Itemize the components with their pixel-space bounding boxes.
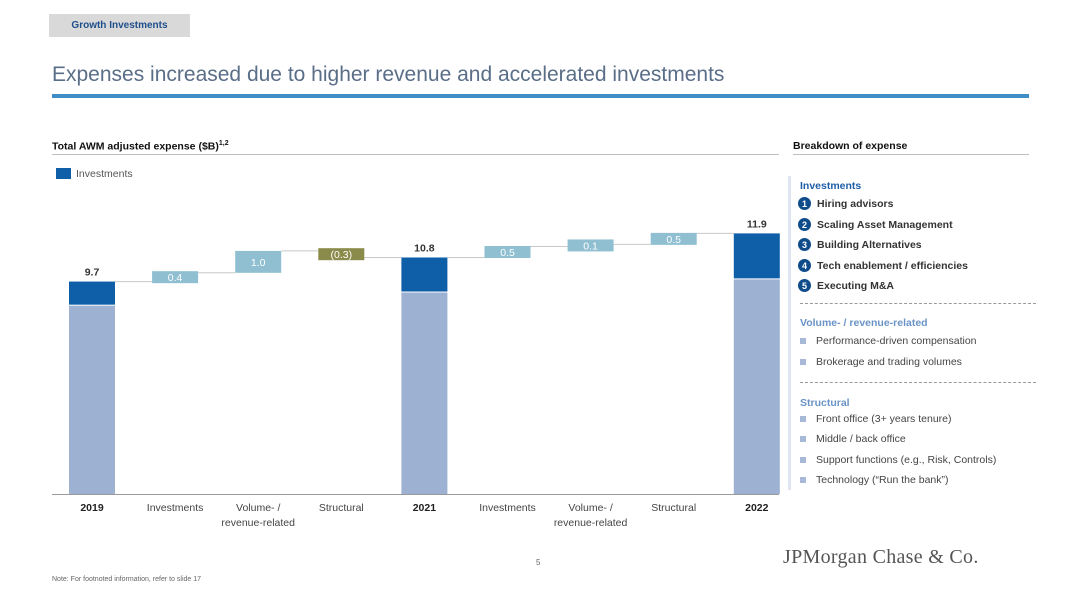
breakdown-panel: Investments 1 Hiring advisors 2 Scaling As…	[788, 176, 1038, 492]
change-value-label: 0.5	[500, 247, 515, 259]
x-tick-label: Volume- /	[568, 502, 612, 514]
structural-item-label: Technology (“Run the bank”)	[816, 474, 949, 486]
investment-item: 3 Building Alternatives	[798, 238, 922, 251]
page-number: 5	[536, 558, 541, 567]
x-tick-label: revenue-related	[554, 517, 628, 529]
bar-change	[650, 232, 697, 245]
volume-item-label: Brokerage and trading volumes	[816, 356, 962, 368]
structural-heading: Structural	[800, 397, 850, 409]
breakdown-title: Breakdown of expense	[793, 140, 908, 152]
volume-heading: Volume- / revenue-related	[800, 317, 928, 329]
bar-change	[567, 239, 614, 252]
volume-item-label: Performance-driven compensation	[816, 335, 977, 347]
bar-total-investments	[401, 257, 448, 292]
investment-item-label: Scaling Asset Management	[817, 218, 953, 231]
x-tick-label: Investments	[147, 502, 204, 514]
waterfall-chart: Investments 9.7 10.8 11.9 0.4 1.0 (0.3) 0.5 0.1 0…	[52, 168, 780, 529]
x-tick-label: 2022	[745, 502, 769, 514]
x-tick-label: Structural	[651, 502, 696, 514]
structural-item: Support functions (e.g., Risk, Controls)	[800, 454, 996, 466]
bullet-square	[800, 338, 806, 344]
investment-item: 5 Executing M&A	[798, 279, 894, 292]
bar-total-base	[69, 305, 115, 494]
footnote: Note: For footnoted information, refer t…	[52, 576, 202, 583]
structural-item-label: Middle / back office	[816, 433, 906, 445]
investments-heading: Investments	[800, 180, 862, 192]
structural-item: Middle / back office	[800, 433, 906, 445]
bar-total-base	[733, 279, 780, 494]
investment-item-label: Building Alternatives	[817, 238, 922, 251]
investment-item: 1 Hiring advisors	[798, 197, 893, 210]
bar-change	[318, 248, 365, 261]
section-divider	[800, 303, 1036, 304]
chart-title-footnote: 1,2	[218, 140, 229, 147]
x-tick-label: 2021	[413, 502, 437, 514]
structural-item: Technology (“Run the bank”)	[800, 474, 949, 486]
bar-change	[484, 246, 531, 259]
section-tab: Growth Investments	[49, 14, 190, 37]
investment-item: 2 Scaling Asset Management	[798, 218, 953, 231]
bar-total-base	[401, 292, 448, 494]
bar-change	[235, 250, 282, 273]
x-tick-label: 2019	[80, 502, 104, 514]
total-value-label: 10.8	[414, 242, 435, 254]
breakdown-title-divider	[793, 154, 1029, 155]
total-value-label: 9.7	[85, 267, 100, 279]
change-value-label: (0.3)	[331, 249, 353, 261]
company-logo: JPMorgan Chase & Co.	[783, 546, 979, 568]
number-badge: 3	[798, 238, 811, 251]
title-divider	[52, 94, 1029, 98]
x-tick-label: Investments	[479, 502, 536, 514]
bullet-square	[800, 416, 806, 422]
investment-item-label: Hiring advisors	[817, 197, 894, 210]
x-tick-label: Volume- /	[236, 502, 280, 514]
investment-item-label: Executing M&A	[817, 279, 895, 292]
chart-title-divider	[52, 154, 779, 155]
bullet-square	[800, 477, 806, 483]
bar-change	[152, 271, 199, 284]
x-tick-label: Structural	[319, 502, 364, 514]
legend-swatch-investments	[56, 168, 71, 179]
chart-title: Total AWM adjusted expense ($B)1,2	[52, 140, 229, 153]
number-badge: 5	[798, 279, 811, 292]
investment-item-label: Tech enablement / efficiencies	[817, 259, 968, 272]
number-badge: 4	[798, 259, 811, 272]
x-tick-label: revenue-related	[221, 517, 295, 529]
structural-item-label: Front office (3+ years tenure)	[816, 413, 952, 425]
legend-label-investments: Investments	[76, 168, 133, 180]
bullet-square	[800, 436, 806, 442]
investment-item: 4 Tech enablement / efficiencies	[798, 259, 968, 272]
structural-item: Front office (3+ years tenure)	[800, 413, 952, 425]
bar-total-investments	[69, 281, 115, 305]
total-value-label: 11.9	[747, 218, 767, 230]
breakdown-panel-bar	[788, 176, 791, 490]
section-divider	[800, 382, 1036, 383]
change-value-label: 1.0	[251, 257, 266, 269]
volume-item: Performance-driven compensation	[800, 335, 977, 347]
change-value-label: 0.1	[583, 240, 598, 252]
number-badge: 1	[798, 197, 811, 210]
page-title: Expenses increased due to higher revenue…	[52, 63, 725, 86]
chart-title-text: Total AWM adjusted expense ($B)	[52, 140, 219, 153]
volume-item: Brokerage and trading volumes	[800, 356, 962, 368]
number-badge: 2	[798, 218, 811, 231]
bullet-square	[800, 457, 806, 463]
change-value-label: 0.4	[168, 272, 183, 284]
structural-item-label: Support functions (e.g., Risk, Controls)	[816, 454, 997, 466]
bullet-square	[800, 359, 806, 365]
bar-total-investments	[733, 233, 780, 279]
change-value-label: 0.5	[666, 234, 681, 246]
